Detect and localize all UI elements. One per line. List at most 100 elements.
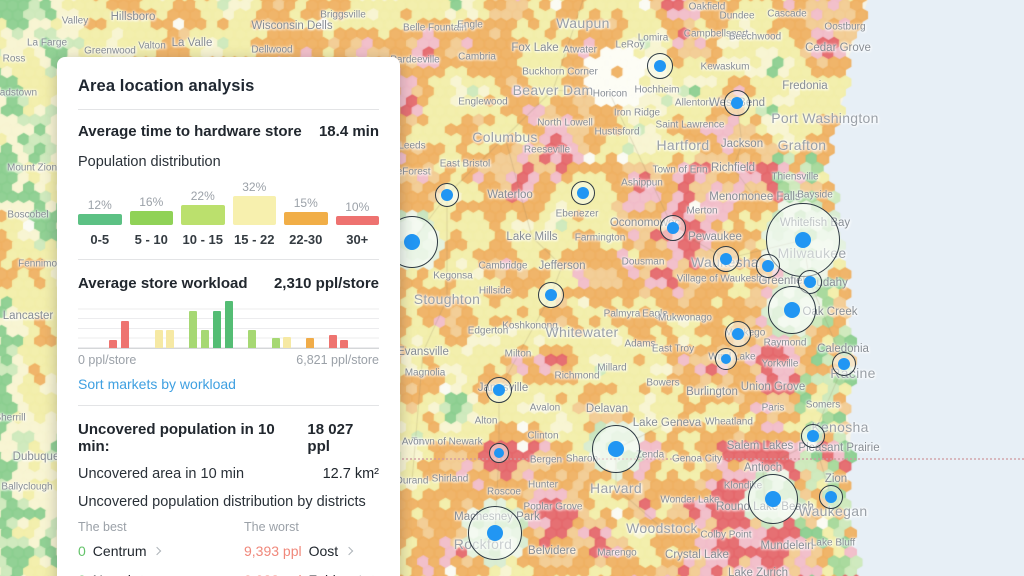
store-marker-dot <box>807 430 819 442</box>
pop-dist-percent: 22% <box>190 189 215 204</box>
pop-dist-bar <box>129 210 173 226</box>
pop-dist-percent: 15% <box>293 195 318 210</box>
store-marker[interactable] <box>713 246 739 272</box>
pop-dist-bar-group: 12% 0-5 <box>78 180 122 247</box>
store-marker-dot <box>441 189 453 201</box>
pop-dist-bar-group: 10% 30+ <box>335 180 379 248</box>
store-marker[interactable] <box>798 270 822 294</box>
pop-dist-bar-group: 15% 22-30 <box>284 180 328 247</box>
district-value: 9,028 ppl <box>244 572 302 576</box>
store-marker-dot <box>721 354 731 364</box>
store-marker-dot <box>667 222 679 234</box>
sort-markets-link[interactable]: Sort markets by workload <box>78 376 236 393</box>
district-name: Zuidoost <box>309 572 363 576</box>
workload-row: Average store workload 2,310 ppl/store <box>78 275 379 292</box>
workload-bar <box>340 340 349 349</box>
store-marker-dot <box>784 302 800 318</box>
pop-dist-bar-group: 22% 10 - 15 <box>181 180 225 247</box>
store-marker[interactable] <box>768 286 816 334</box>
workload-axis: 0 ppl/store 6,821 ppl/store <box>78 353 379 367</box>
divider <box>78 259 379 261</box>
workload-bar <box>201 330 210 349</box>
area-analysis-panel: Area location analysis Average time to h… <box>57 57 400 576</box>
store-marker-dot <box>732 328 744 340</box>
store-marker[interactable] <box>486 377 512 403</box>
districts-heading: Uncovered population distribution by dis… <box>78 494 366 511</box>
store-marker[interactable] <box>660 215 686 241</box>
pop-dist-bar <box>181 205 225 226</box>
population-distribution-chart: 12% 0-5 16% 5 - 10 22% 10 - 15 32% 15 - 22 15% 22… <box>78 180 379 247</box>
district-value: 0 <box>78 572 86 576</box>
store-marker[interactable] <box>468 506 522 560</box>
pop-dist-category: 15 - 22 <box>234 232 275 248</box>
population-distribution-label: Population distribution <box>78 154 221 170</box>
district-name: Noord <box>93 572 131 576</box>
workload-bar <box>329 335 338 349</box>
store-marker[interactable] <box>724 90 750 116</box>
district-row-oost[interactable]: 9,393 ppl Oost <box>244 543 379 559</box>
pop-dist-percent: 12% <box>87 198 112 213</box>
district-name: Centrum <box>92 543 147 560</box>
store-marker[interactable] <box>725 321 751 347</box>
store-marker-dot <box>804 276 816 288</box>
best-column-label: The best <box>78 520 127 535</box>
store-marker-dot <box>577 187 589 199</box>
store-marker-dot <box>720 253 732 265</box>
store-marker[interactable] <box>435 183 459 207</box>
pop-dist-bar <box>284 211 328 226</box>
store-marker-dot <box>838 358 850 370</box>
store-marker-dot <box>731 97 743 109</box>
avg-time-label: Average time to hardware store <box>78 123 302 140</box>
district-name: Oost <box>308 543 339 560</box>
workload-label: Average store workload <box>78 275 248 293</box>
workload-value: 2,310 ppl/store <box>273 275 379 293</box>
workload-bar <box>306 337 315 349</box>
store-marker[interactable] <box>592 425 640 473</box>
store-marker[interactable] <box>571 181 595 205</box>
store-marker-dot <box>404 234 420 250</box>
uncovered-area-label: Uncovered area in 10 min <box>78 466 245 483</box>
store-marker-dot <box>493 384 505 396</box>
store-marker[interactable] <box>715 348 737 370</box>
store-marker-dot <box>795 232 811 248</box>
store-marker[interactable] <box>819 485 843 509</box>
store-marker[interactable] <box>756 254 780 278</box>
workload-axis-max: 6,821 ppl/store <box>296 353 379 368</box>
pop-dist-percent: 10% <box>345 200 370 215</box>
chevron-right-icon <box>344 547 354 556</box>
store-marker[interactable] <box>647 53 673 79</box>
workload-bar <box>213 311 222 349</box>
pop-dist-category: 0-5 <box>90 232 110 248</box>
store-marker[interactable] <box>489 443 509 463</box>
pop-dist-bar-group: 16% 5 - 10 <box>129 180 173 248</box>
store-marker[interactable] <box>801 424 825 448</box>
divider <box>78 109 379 110</box>
store-marker-dot <box>825 491 837 503</box>
workload-bar <box>247 330 256 349</box>
district-row-centrum[interactable]: 0 Centrum <box>78 543 244 559</box>
state-border-line <box>402 458 1024 460</box>
pop-dist-bar <box>335 216 379 226</box>
store-marker-dot <box>608 441 624 457</box>
workload-bar <box>109 339 118 349</box>
district-row-zuidoost[interactable]: 9,028 ppl Zuidoost <box>244 572 379 576</box>
uncovered-area-row: Uncovered area in 10 min 12.7 km² <box>78 466 379 482</box>
workload-bar <box>271 337 280 349</box>
district-row-noord[interactable]: 0 Noord <box>78 572 244 576</box>
store-marker[interactable] <box>538 282 564 308</box>
store-marker-dot <box>487 525 503 541</box>
district-value: 9,393 ppl <box>244 543 302 560</box>
pop-dist-category: 5 - 10 <box>134 232 168 248</box>
uncovered-population-row: Uncovered population in 10 min: 18 027 p… <box>78 421 379 455</box>
store-marker[interactable] <box>832 352 856 376</box>
pop-dist-category: 30+ <box>346 232 369 248</box>
store-marker[interactable] <box>748 474 798 524</box>
store-workload-histogram <box>78 301 379 350</box>
panel-title: Area location analysis <box>78 77 255 95</box>
pop-dist-category: 10 - 15 <box>182 232 223 248</box>
store-marker-dot <box>545 289 557 301</box>
avg-time-value: 18.4 min <box>318 123 379 140</box>
pop-dist-percent: 16% <box>139 194 164 209</box>
